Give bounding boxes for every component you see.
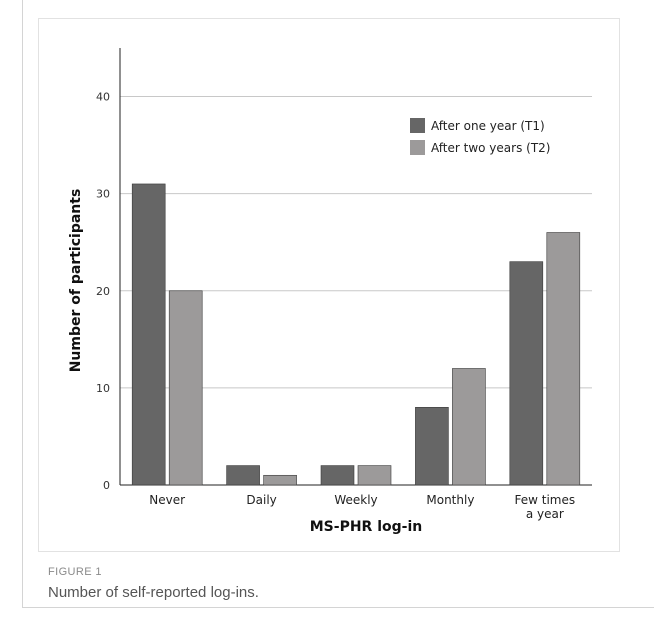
bar-t2 bbox=[263, 474, 297, 486]
legend-label-t2: After two years (T2) bbox=[431, 141, 550, 155]
bar-t1 bbox=[320, 465, 355, 486]
bar-t2 bbox=[546, 232, 581, 486]
y-tick-label: 30 bbox=[96, 188, 110, 201]
bar-t1 bbox=[509, 261, 544, 486]
bar-t2 bbox=[357, 465, 392, 486]
x-tick-label: Never bbox=[149, 493, 185, 507]
x-axis-title: MS-PHR log-in bbox=[310, 519, 422, 535]
legend-label-t1: After one year (T1) bbox=[431, 119, 545, 133]
x-tick-label: a year bbox=[526, 507, 564, 521]
y-tick-label: 40 bbox=[96, 91, 110, 104]
legend-swatch-t2 bbox=[410, 140, 425, 155]
x-tick-label: Monthly bbox=[426, 493, 474, 507]
y-tick-label: 20 bbox=[96, 285, 110, 298]
legend-swatch-t1 bbox=[410, 118, 425, 133]
x-tick-label: Weekly bbox=[334, 493, 377, 507]
figure-label: FIGURE 1 bbox=[48, 566, 102, 578]
bar-t1 bbox=[415, 407, 449, 486]
y-tick-label: 10 bbox=[96, 382, 110, 395]
bar-t2 bbox=[452, 368, 486, 486]
bar-t1 bbox=[226, 465, 260, 486]
x-tick-label: Daily bbox=[246, 493, 276, 507]
bar-t1 bbox=[131, 183, 166, 486]
x-tick-label: Few times bbox=[514, 493, 575, 507]
bar-t2 bbox=[168, 290, 203, 486]
figure-frame bbox=[22, 0, 654, 608]
y-axis-title: Number of participants bbox=[68, 189, 84, 373]
y-tick-label: 0 bbox=[103, 479, 110, 492]
figure-caption: Number of self-reported log-ins. bbox=[48, 584, 259, 601]
bar-chart: 0 10 20 30 40 Never Daily Weekly Monthly Few time… bbox=[68, 48, 592, 535]
